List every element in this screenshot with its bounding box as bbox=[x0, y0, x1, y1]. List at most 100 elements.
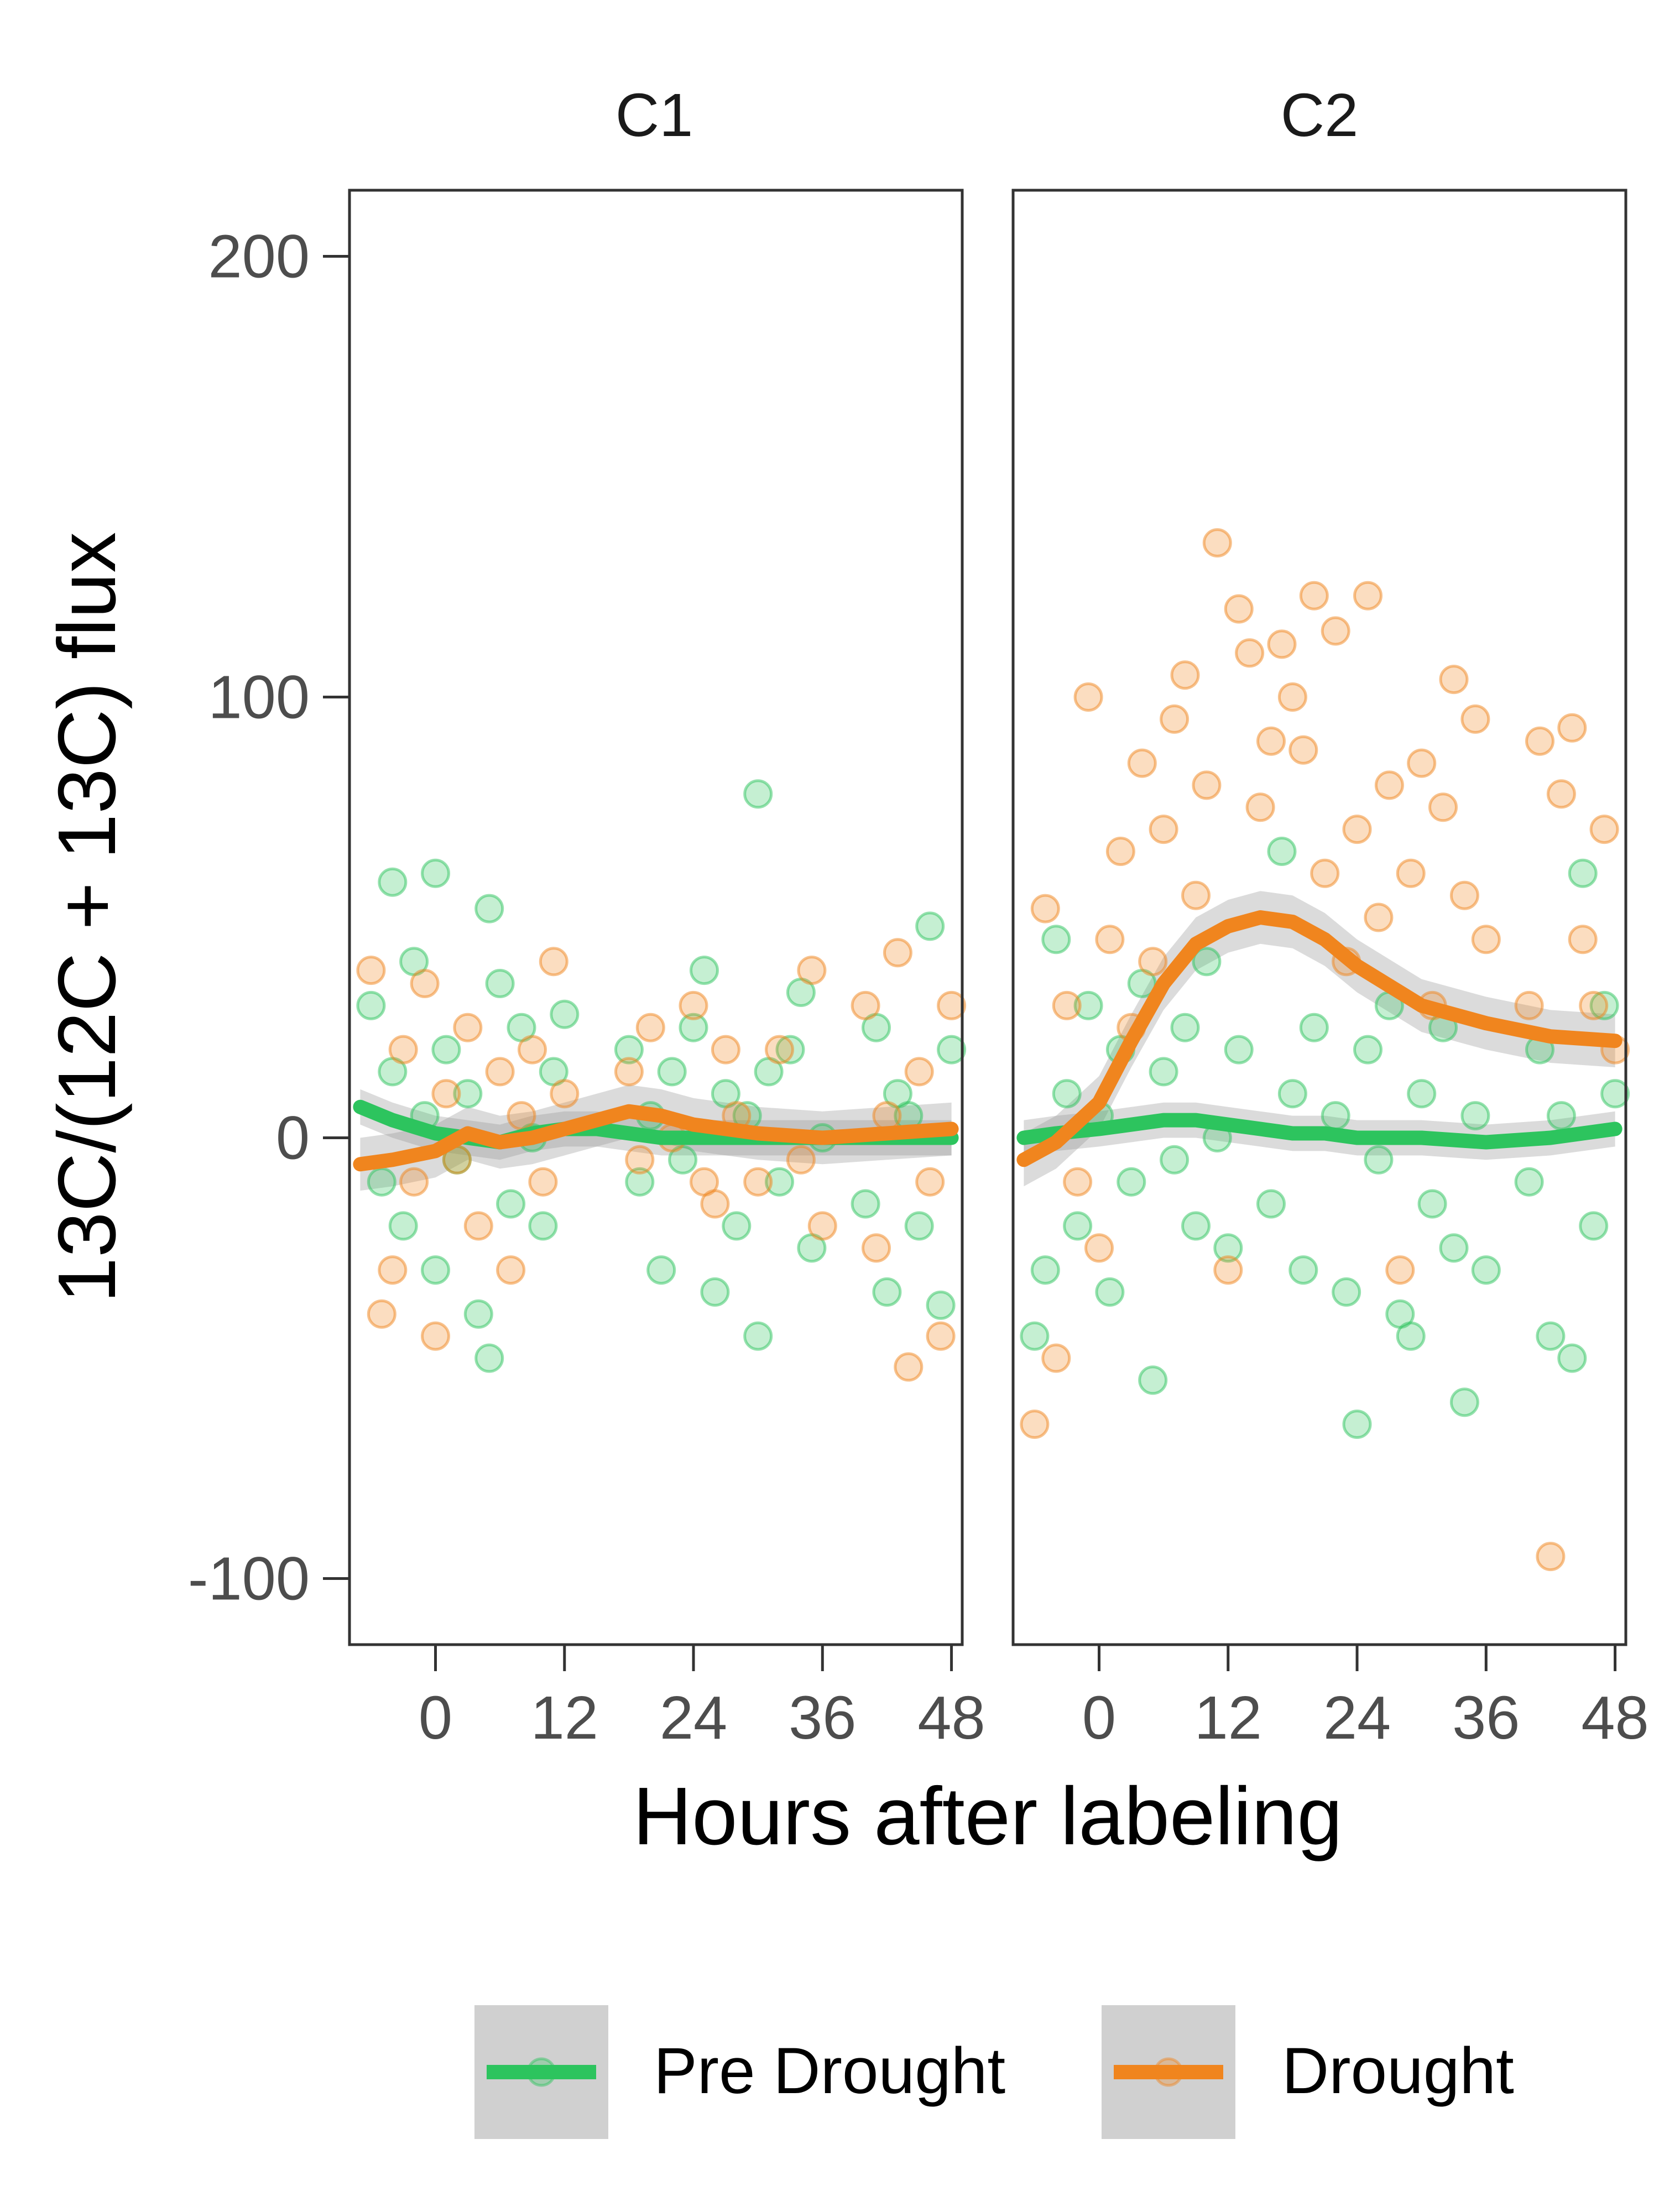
data-point-pre-drought bbox=[690, 956, 719, 985]
data-point-pre-drought bbox=[1277, 1079, 1307, 1109]
smooth-line-drought bbox=[1016, 910, 1623, 1167]
data-point-drought bbox=[1235, 638, 1265, 668]
data-point-drought bbox=[915, 1167, 945, 1197]
data-point-drought bbox=[453, 1013, 483, 1042]
data-point-pre-drought bbox=[1471, 1255, 1501, 1285]
data-point-drought bbox=[1181, 880, 1211, 910]
panel-title-c2: C2 bbox=[1281, 81, 1359, 149]
data-point-drought bbox=[410, 969, 440, 998]
smooth-line-drought bbox=[353, 1104, 959, 1172]
data-point-drought bbox=[1536, 1542, 1566, 1572]
data-point-pre-drought bbox=[1052, 1079, 1082, 1109]
data-point-drought bbox=[1385, 1255, 1415, 1285]
data-point-pre-drought bbox=[1579, 1211, 1609, 1241]
data-point-pre-drought bbox=[421, 1255, 450, 1285]
panel-title-c1: C1 bbox=[615, 81, 693, 149]
x-tick-label: 48 bbox=[1581, 1684, 1648, 1752]
data-point-pre-drought bbox=[1417, 1189, 1447, 1219]
data-point-pre-drought bbox=[1138, 1365, 1168, 1395]
data-point-pre-drought bbox=[937, 1035, 967, 1065]
data-point-pre-drought bbox=[700, 1277, 730, 1307]
legend-item-pre-drought: Pre Drought bbox=[474, 2005, 1005, 2139]
data-point-drought bbox=[1063, 1167, 1093, 1197]
data-point-drought bbox=[1073, 682, 1103, 712]
data-point-drought bbox=[1149, 815, 1178, 844]
data-point-pre-drought bbox=[851, 1189, 880, 1219]
data-point-drought bbox=[1267, 629, 1297, 659]
data-point-pre-drought bbox=[614, 1035, 644, 1065]
legend: Pre Drought Drought bbox=[474, 2005, 1514, 2139]
data-point-pre-drought bbox=[1364, 1145, 1394, 1175]
x-tick-label: 36 bbox=[789, 1684, 856, 1752]
x-tick-label: 24 bbox=[1323, 1684, 1391, 1752]
data-point-pre-drought bbox=[775, 1035, 805, 1065]
data-point-drought bbox=[1568, 925, 1598, 954]
data-point-pre-drought bbox=[1342, 1410, 1372, 1439]
data-point-pre-drought bbox=[1407, 1079, 1437, 1109]
data-point-drought bbox=[1299, 581, 1329, 611]
data-point-pre-drought bbox=[1568, 858, 1598, 888]
data-point-pre-drought bbox=[1149, 1057, 1178, 1087]
data-point-drought bbox=[625, 1145, 655, 1175]
data-point-drought bbox=[1224, 594, 1254, 624]
data-point-pre-drought bbox=[1460, 1101, 1490, 1131]
x-tick-label: 12 bbox=[1194, 1684, 1262, 1752]
data-point-drought bbox=[1202, 528, 1232, 558]
data-point-pre-drought bbox=[1321, 1101, 1350, 1131]
data-point-drought bbox=[1579, 990, 1609, 1020]
data-point-pre-drought bbox=[1589, 990, 1619, 1020]
x-tick-label: 36 bbox=[1452, 1684, 1520, 1752]
data-point-drought bbox=[528, 1167, 558, 1197]
data-point-pre-drought bbox=[388, 1211, 418, 1241]
data-point-pre-drought bbox=[1256, 1189, 1286, 1219]
data-point-drought bbox=[1557, 713, 1587, 743]
data-point-pre-drought bbox=[765, 1167, 794, 1197]
data-point-pre-drought bbox=[485, 969, 515, 998]
y-axis: -100 0 100 200 bbox=[188, 223, 349, 1613]
data-point-drought bbox=[635, 1013, 665, 1042]
data-point-pre-drought bbox=[625, 1167, 655, 1197]
panel-c1-frame bbox=[348, 189, 964, 1646]
data-point-drought bbox=[1514, 990, 1544, 1020]
data-point-pre-drought bbox=[356, 990, 386, 1020]
data-point-drought bbox=[1374, 770, 1404, 800]
data-point-drought bbox=[807, 1211, 837, 1241]
data-point-pre-drought bbox=[926, 1290, 956, 1320]
data-point-drought bbox=[1095, 925, 1125, 954]
data-point-drought bbox=[1525, 726, 1554, 756]
data-point-pre-drought bbox=[1546, 1101, 1576, 1131]
data-point-pre-drought bbox=[1063, 1211, 1093, 1241]
data-point-pre-drought bbox=[1030, 1255, 1060, 1285]
data-point-pre-drought bbox=[1192, 947, 1222, 977]
data-point-drought bbox=[711, 1035, 740, 1065]
data-point-drought bbox=[1353, 581, 1383, 611]
y-axis-title: 13C/(12C + 13C) flux bbox=[41, 532, 133, 1303]
data-point-drought bbox=[550, 1079, 580, 1109]
data-point-drought bbox=[1288, 735, 1318, 765]
data-point-pre-drought bbox=[367, 1167, 397, 1197]
data-point-drought bbox=[1310, 858, 1340, 888]
data-point-pre-drought bbox=[1181, 1211, 1211, 1241]
data-point-pre-drought bbox=[421, 858, 450, 888]
x-tick-label: 24 bbox=[660, 1684, 727, 1752]
data-point-drought bbox=[1407, 748, 1437, 778]
data-point-drought bbox=[367, 1299, 397, 1329]
data-point-pre-drought bbox=[1160, 1145, 1190, 1175]
data-point-drought bbox=[862, 1233, 891, 1263]
data-point-drought bbox=[507, 1101, 536, 1131]
data-point-pre-drought bbox=[1557, 1343, 1587, 1373]
data-point-pre-drought bbox=[743, 779, 773, 809]
data-point-drought bbox=[1160, 704, 1190, 734]
data-point-drought bbox=[356, 956, 386, 985]
data-point-drought bbox=[797, 956, 827, 985]
data-point-drought bbox=[1052, 990, 1082, 1020]
data-point-pre-drought bbox=[1041, 925, 1071, 954]
data-point-drought bbox=[765, 1035, 794, 1065]
data-point-drought bbox=[1471, 925, 1501, 954]
data-point-drought bbox=[421, 1321, 450, 1351]
data-point-pre-drought bbox=[463, 1299, 493, 1329]
legend-label-pre-drought: Pre Drought bbox=[654, 2034, 1005, 2107]
data-point-pre-drought bbox=[1224, 1035, 1254, 1065]
y-tick-label: 0 bbox=[276, 1104, 310, 1172]
